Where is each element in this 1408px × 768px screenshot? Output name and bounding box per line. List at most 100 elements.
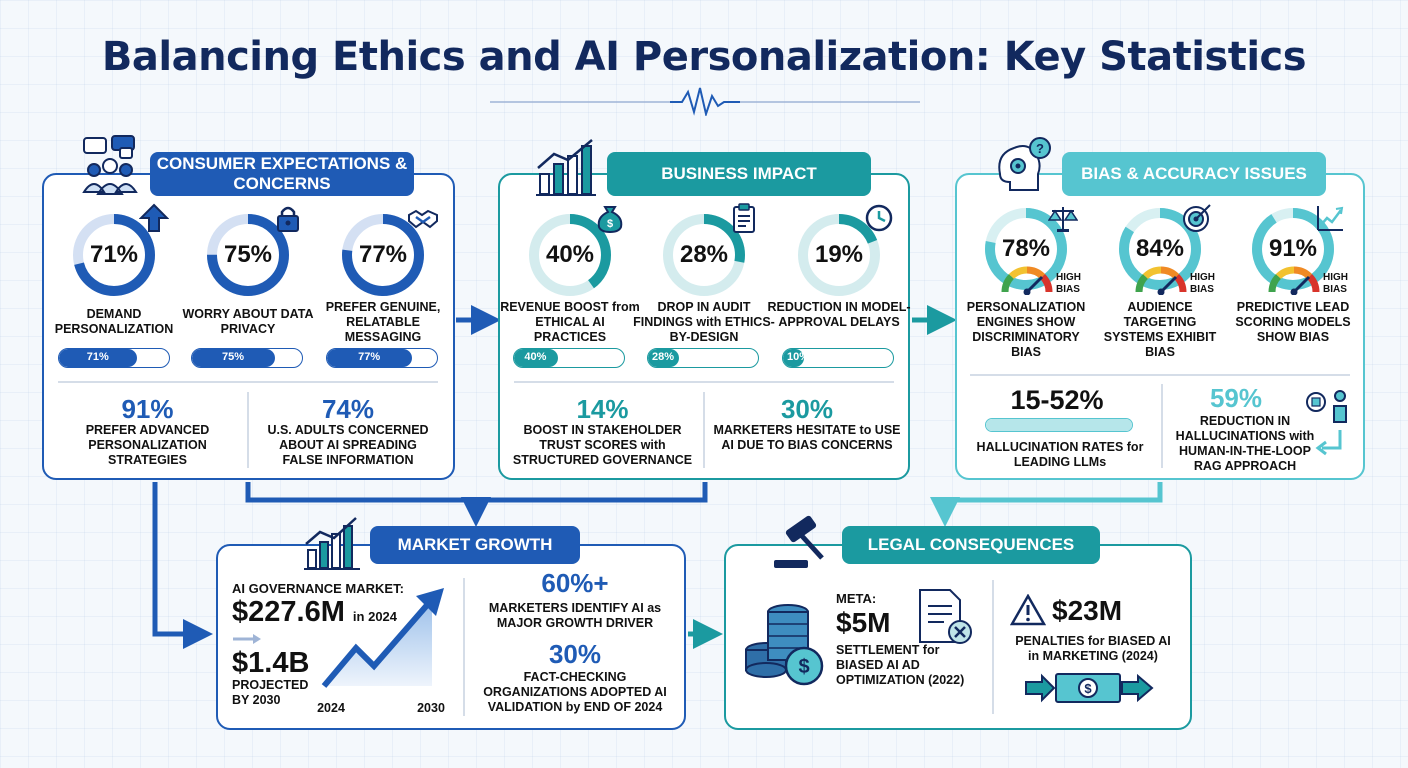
business-stat-label-2: DROP IN AUDIT FINDINGS with ETHICS-BY-DE… [633, 300, 775, 344]
bias-ring-1-arc [985, 208, 1067, 290]
consumer-bar-1: 71% [58, 348, 170, 368]
bias-ring-2: 84% [1117, 206, 1203, 292]
bias-ring-1-value: 78% [1001, 235, 1051, 262]
business-ring-3: 19% [796, 212, 882, 298]
market-stat1-label: MARKETERS IDENTIFY AI as MAJOR GROWTH DR… [488, 601, 662, 630]
people-chat-icon [82, 135, 138, 195]
projected-label: PROJECTED by 2030 [232, 678, 309, 707]
hallucination-label: HALLUCINATION RATES for LEADING LLMs [976, 440, 1144, 469]
consumer-bar-1-text: 71% [86, 351, 109, 363]
consumer-ring-1-value: 71% [89, 241, 139, 268]
bias-ring-3-value: 91% [1268, 235, 1318, 262]
business-bar-3-fill [783, 349, 804, 367]
business-ring-1: 40% [527, 212, 613, 298]
handshake-icon [408, 209, 438, 229]
year-start-label: 2024 [317, 701, 345, 715]
consumer-panel [42, 173, 455, 480]
market-panel [216, 544, 686, 730]
consumer-bar-2: 75% [191, 348, 303, 368]
consumer-bottom-label-1: PREFER ADVANCED PERSONALIZATION STRATEGI… [85, 423, 210, 467]
consumer-bar-2-text: 75% [222, 351, 245, 363]
money-bag-icon: $ [597, 206, 623, 233]
arrow-up-icon [139, 203, 169, 232]
human-ai-loop-icon [1306, 390, 1347, 456]
market-stat1-value: 60%+ [541, 568, 609, 598]
business-bar-2-text: 28% [652, 351, 675, 363]
consumer-ring-2: 75% [205, 212, 291, 298]
consumer-bottom-value-2: 74% [321, 394, 375, 424]
brain-question-icon: ? [998, 137, 1051, 191]
year-end-label: 2030 [417, 701, 445, 715]
bias-gauge-label-3: HIGH BIAS [1323, 272, 1348, 295]
reduction-label: REDUCTION IN HALLUCINATIONS with HUMAN-I… [1175, 414, 1315, 473]
business-bar-3: 10% [782, 348, 894, 368]
consumer-ring-2-arc [207, 214, 289, 296]
consumer-stat-label-1: DEMAND PERSONALIZATION [54, 307, 174, 336]
in-2024-label: in 2024 [352, 609, 398, 624]
bias-ring-2-value: 84% [1135, 235, 1185, 262]
consumer-bar-3-text: 77% [358, 351, 381, 363]
business-ring-3-value: 19% [814, 241, 864, 268]
lock-icon [277, 206, 299, 232]
value-2024: $227.6M [232, 596, 345, 628]
bias-gauge-2 [1135, 266, 1187, 295]
bias-ring-2-arc [1119, 208, 1201, 290]
market-heading: MARKET GROWTH [370, 526, 580, 564]
consumer-bottom-label-2: U.S. ADULTS CONCERNED ABOUT AI SPREADING… [267, 423, 429, 467]
business-bar-1: 40% [513, 348, 625, 368]
svg-text:$: $ [798, 656, 809, 678]
consumer-ring-2-value: 75% [223, 241, 273, 268]
coins-dollar-icon: $ [745, 604, 824, 686]
warning-icon [1010, 594, 1046, 626]
clipboard-icon [733, 203, 755, 233]
market-stat2-value: 30% [548, 639, 602, 669]
bias-stat-label-2: AUDIENCE TARGETING SYSTEMS EXHIBIT BIAS [1103, 300, 1217, 359]
bias-ring-3-arc [1252, 208, 1334, 290]
reduction-value: 59% [1209, 383, 1263, 413]
business-stat-label-1: REVENUE BOOST from ETHICAL AI PRACTICES [500, 300, 640, 344]
business-stat-label-3: REDUCTION IN MODEL-APPROVAL DELAYS [767, 300, 911, 329]
business-bottom-value-2: 30% [780, 394, 834, 424]
svg-text:$: $ [607, 218, 613, 230]
bar-chart-growth-icon [536, 139, 596, 196]
growth-chart-icon [304, 517, 360, 570]
heartbeat-divider [490, 87, 920, 116]
business-ring-2: 28% [661, 212, 747, 298]
svg-text:$: $ [1084, 681, 1092, 696]
consumer-bar-3: 77% [326, 348, 438, 368]
business-bottom-value-1: 14% [576, 394, 629, 424]
svg-text:?: ? [1036, 141, 1044, 156]
bias-ring-3: 91% [1250, 206, 1336, 292]
gavel-icon [774, 515, 824, 568]
trend-chart-icon [1317, 206, 1344, 231]
meta-description: SETTLEMENT for BIASED AI AD OPTIMIZATION… [836, 643, 965, 687]
document-rejected-icon [919, 589, 972, 644]
scales-icon [1048, 207, 1078, 232]
money-transfer-icon: $ [1025, 673, 1154, 703]
arrow-right-icon [233, 634, 261, 644]
bias-ring-1: 78% [983, 206, 1069, 292]
bias-stat-label-1: PERSONALIZATION ENGINES SHOW DISCRIMINAT… [966, 300, 1086, 359]
consumer-bar-1-fill [59, 349, 138, 367]
business-bar-2: 28% [647, 348, 759, 368]
business-bar-1-text: 40% [524, 351, 547, 363]
business-bar-3-text: 10% [787, 351, 810, 363]
bias-gauge-label-2: HIGH BIAS [1190, 272, 1215, 295]
clock-icon [865, 204, 893, 232]
hallucination-range-bar [985, 418, 1133, 432]
bias-gauge-1 [1001, 266, 1053, 295]
meta-value: $5M [836, 607, 891, 638]
business-ring-2-value: 28% [679, 241, 729, 268]
market-stat2-label: FACT-CHECKING ORGANIZATIONS ADOPTED AI V… [483, 670, 667, 714]
governance-2030-value: $1.4B [232, 647, 310, 679]
business-heading: BUSINESS IMPACT [607, 152, 871, 196]
bias-stat-label-3: PREDICTIVE LEAD SCORING MODELS SHOW BIAS [1235, 300, 1351, 344]
consumer-ring-1-arc [73, 214, 155, 296]
business-ring-1-arc [529, 214, 611, 296]
consumer-bar-2-fill [192, 349, 275, 367]
consumer-bottom-value-1: 91% [121, 394, 174, 424]
consumer-stat-label-2: WORRY ABOUT DATA PRIVACY [182, 307, 314, 336]
consumer-ring-3: 77% [340, 212, 426, 298]
target-icon [1183, 204, 1211, 232]
